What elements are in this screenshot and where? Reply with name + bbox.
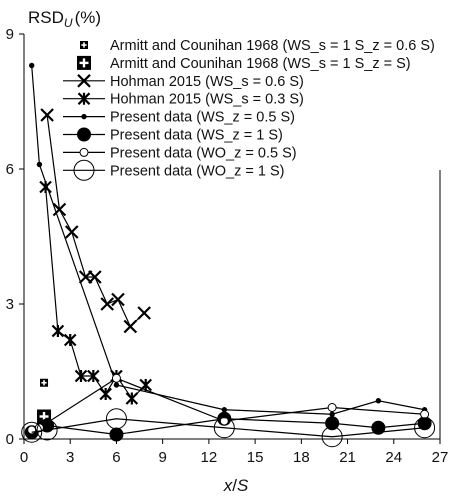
plot-elements: 0 3 6 9 12 15 18 21 24 27 0 3 6 9 [6,26,449,466]
x-tick-label: 0 [20,449,28,466]
legend-item-6: Present data (WS_z = 1 S) [63,127,283,144]
series-6-point [417,416,432,431]
series-3-point [137,306,151,320]
series-4-point [125,392,139,405]
legend-item-1: Armitt and Counihan 1968 (WS_s = 1 S_z =… [80,38,435,54]
series-8-line [31,418,425,438]
legend-marker [81,113,87,120]
series-8-point [414,417,436,439]
series-3-point [64,225,79,239]
series-4-point [51,324,65,338]
series-3-point [123,319,138,334]
y-tick-label: 0 [6,431,14,448]
series-6-point [109,427,124,442]
series-6-point [325,416,340,431]
series-7-point [219,416,229,426]
y-axis-title-sub: U [64,16,73,30]
series-4-point [99,387,112,401]
legend-label: Armitt and Counihan 1968 (WS_s = 1 S_z =… [110,56,411,72]
legend-label: Hohman 2015 (WS_s = 0.6 S) [110,74,304,90]
series-7-point [111,373,121,383]
y-tick-label: 3 [6,296,14,313]
legend-label: Present data (WS_z = 1 S) [110,128,283,144]
x-tick-label: 27 [432,449,449,466]
series-4-point [87,369,100,383]
legend-label: Present data (WO_z = 1 S) [110,163,284,179]
series-5-point [29,62,35,69]
legend-marker [77,55,91,70]
x-tick-label: 15 [247,449,264,466]
series-8-point [21,421,43,443]
series-7-point [27,425,37,435]
series-1-point [40,378,49,387]
series-6-point [371,420,386,435]
y-axis-title-unit: (%) [75,8,101,27]
y-axis-title: RSDU (%) [28,8,101,30]
x-axis-title: x/S [223,476,249,495]
legend-item-8: Present data (WO_z = 1 S) [63,159,284,181]
legend-marker [77,92,91,105]
series-1 [40,378,49,387]
series-5-point [329,411,335,417]
series-3-point [111,292,125,307]
series-3-point [88,270,102,284]
series-3 [40,108,151,334]
x-tick-label: 6 [112,449,120,466]
y-tick-label: 6 [6,161,14,178]
series-5-point [113,382,120,388]
x-tick-label: 24 [385,449,402,466]
legend-item-5: Present data (WS_z = 0.5 S) [63,110,295,126]
legend-label: Present data (WS_z = 0.5 S) [110,110,295,126]
series-4-point [74,369,88,383]
x-tick-label: 3 [66,449,74,466]
series-4-point [63,333,77,347]
series-7-point [327,403,337,412]
series-5-point [375,398,382,404]
series-7 [27,373,430,435]
legend-marker [77,74,91,88]
series-3-point [100,297,114,311]
x-tick-label: 18 [293,449,310,466]
x-tick-label: 9 [158,449,166,466]
series-8 [21,408,436,448]
legend: Armitt and Counihan 1968 (WS_s = 1 S_z =… [63,38,435,181]
y-tick-label: 9 [6,26,14,43]
series-7-point [420,409,430,419]
x-tick-label: 21 [339,449,356,466]
series-3-point [40,108,54,122]
series-8-point [36,419,58,441]
series-4-line [44,186,147,400]
x-axis-title-var: x [223,476,233,495]
series-5-point [36,161,43,168]
legend-marker [73,159,95,181]
legend-label: Armitt and Counihan 1968 (WS_s = 1 S_z =… [110,38,435,54]
x-axis-title-den: S [237,476,249,495]
x-axis-title-sep: / [232,476,237,495]
series-8-point [321,426,343,448]
legend-label: Hohman 2015 (WS_s = 0.3 S) [110,92,304,108]
legend-marker [79,147,89,157]
series-8-point [105,408,127,430]
series-3-point [52,202,67,217]
series-8-point [213,417,235,439]
x-tick-label: 12 [201,449,218,466]
legend-label: Present data (WO_z = 0.5 S) [110,145,297,161]
legend-item-2: Armitt and Counihan 1968 (WS_s = 1 S_z =… [77,55,411,72]
legend-marker [80,41,88,49]
series-5-point [221,407,227,413]
legend-item-3: Hohman 2015 (WS_s = 0.6 S) [63,74,304,90]
legend-item-4: Hohman 2015 (WS_s = 0.3 S) [63,92,304,108]
legend-marker [77,127,91,142]
legend-item-7: Present data (WO_z = 0.5 S) [63,145,297,161]
series-4-point [139,378,152,392]
y-axis-title-main: RSD [28,8,64,27]
